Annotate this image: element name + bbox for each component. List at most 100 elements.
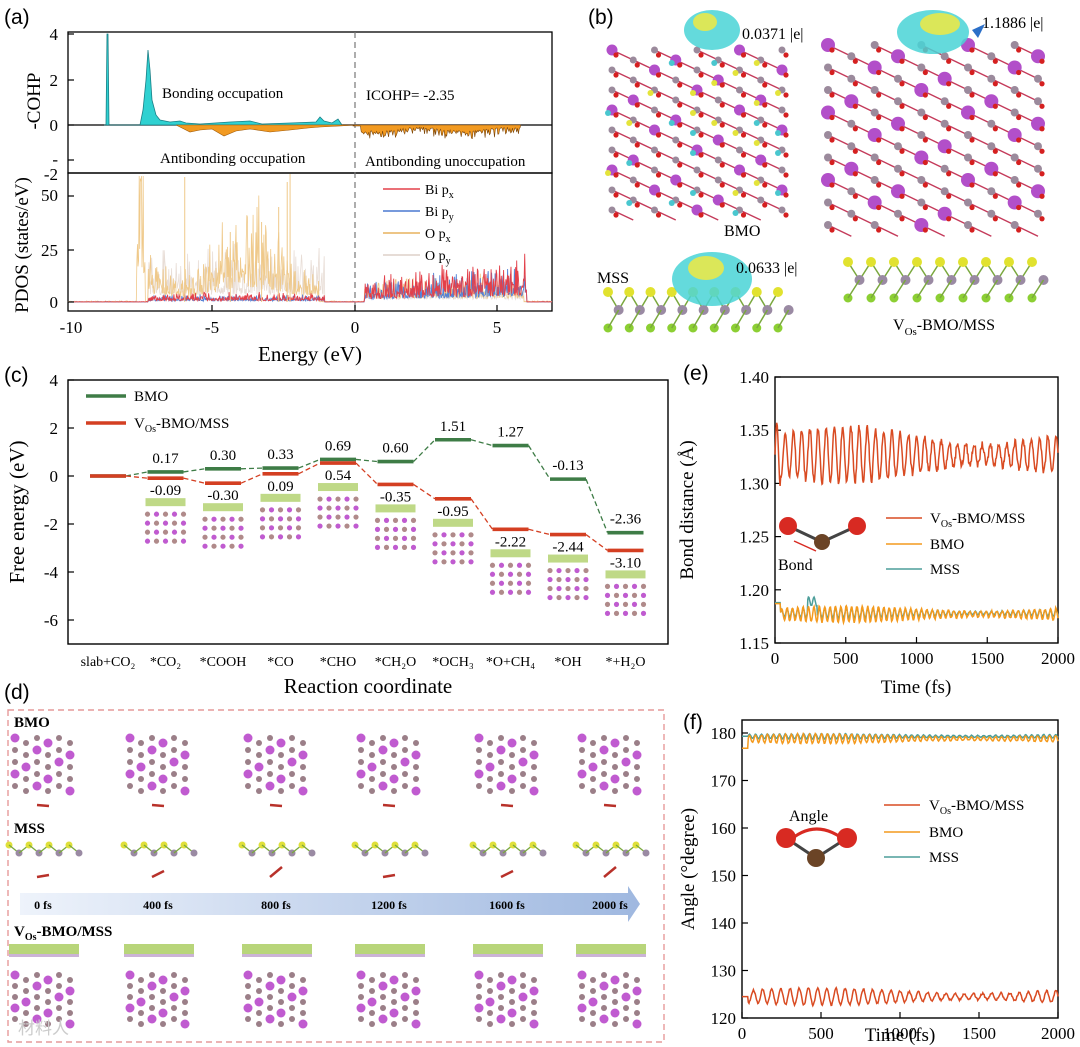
- atom: [640, 610, 647, 617]
- atom: [374, 526, 381, 533]
- atom: [876, 114, 882, 121]
- atom: [852, 58, 858, 64]
- legend-vos: VOs-BMO/MSS: [134, 416, 229, 435]
- atom: [432, 550, 438, 556]
- atom: [507, 975, 517, 985]
- atom: [677, 142, 683, 148]
- atom: [894, 209, 902, 218]
- atom: [940, 164, 949, 173]
- atom: [1016, 159, 1022, 166]
- atom: [56, 735, 62, 741]
- atom: [496, 1014, 506, 1024]
- atom: [220, 525, 226, 531]
- atom: [1010, 86, 1019, 94]
- atom: [866, 257, 876, 267]
- atom: [613, 152, 619, 158]
- atom: [180, 520, 187, 526]
- atom: [380, 994, 386, 1000]
- antibonding-unoccupation-label: Antibonding unoccupation: [365, 154, 526, 170]
- atom: [539, 849, 547, 857]
- atom: [1034, 142, 1042, 151]
- atom: [162, 520, 169, 526]
- atom: [268, 534, 275, 540]
- atom: [153, 520, 160, 526]
- atom: [623, 1005, 629, 1011]
- free-energy-connector: [125, 475, 148, 479]
- atom: [601, 994, 607, 1000]
- atom: [964, 221, 972, 229]
- atom: [634, 740, 640, 746]
- atom: [940, 52, 949, 61]
- atom: [565, 585, 571, 592]
- atom: [12, 759, 18, 765]
- atom: [410, 517, 417, 524]
- atom: [54, 992, 64, 1002]
- free-energy-value-label: 0.30: [210, 448, 236, 464]
- atom: [829, 92, 835, 98]
- atom: [277, 534, 284, 540]
- atom: [590, 740, 596, 746]
- atom: [579, 1016, 585, 1022]
- intermediate-slab: [433, 518, 473, 527]
- atom: [693, 46, 701, 54]
- atom: [171, 538, 178, 544]
- atom: [629, 176, 637, 184]
- cohp-ytick-0: 0: [50, 116, 59, 135]
- atom: [268, 507, 275, 513]
- atom: [987, 142, 996, 151]
- atom: [265, 745, 275, 755]
- atom: [610, 1008, 620, 1018]
- atom: [516, 562, 523, 568]
- mss-slab: [355, 944, 425, 954]
- atom: [43, 1008, 53, 1018]
- atom: [518, 757, 528, 767]
- atom: [127, 1016, 133, 1022]
- atom: [476, 983, 482, 989]
- free-energy-xtick: *COOH: [200, 655, 247, 670]
- atom: [964, 131, 972, 139]
- atom: [992, 148, 998, 154]
- intermediate-slab: [548, 554, 588, 563]
- atom: [672, 156, 680, 164]
- atom: [969, 182, 975, 188]
- atom: [243, 733, 253, 743]
- atom: [211, 525, 217, 531]
- atom: [719, 182, 725, 188]
- atom: [171, 783, 177, 789]
- atom: [1039, 58, 1045, 64]
- atom: [335, 514, 341, 520]
- atom: [631, 592, 638, 599]
- atom: [476, 759, 482, 765]
- atom: [127, 747, 133, 753]
- atom: [498, 589, 505, 595]
- atom: [125, 1003, 135, 1013]
- intermediate-slab: [145, 498, 186, 507]
- atom: [276, 774, 286, 784]
- atom: [946, 193, 952, 199]
- atom: [136, 997, 146, 1007]
- atom: [441, 559, 447, 565]
- atom: [693, 66, 701, 74]
- atom: [298, 786, 308, 796]
- atom: [847, 119, 856, 128]
- atom: [992, 193, 998, 199]
- atom: [824, 131, 832, 139]
- free-energy-ytick: 4: [50, 371, 59, 390]
- atom: [783, 112, 789, 118]
- atom: [202, 516, 208, 522]
- atom: [612, 752, 618, 758]
- label-vos-bmo-mss: VOs-BMO/MSS: [893, 317, 995, 338]
- atom: [613, 132, 619, 138]
- atom: [182, 999, 188, 1005]
- atom: [520, 735, 526, 741]
- atom: [940, 97, 949, 106]
- atom: [238, 525, 244, 531]
- free-energy-connector: [240, 473, 263, 484]
- atom: [525, 562, 532, 568]
- atom: [149, 994, 155, 1000]
- atom: [520, 783, 526, 789]
- atom: [899, 103, 905, 109]
- atom: [599, 981, 609, 991]
- atom: [740, 212, 747, 218]
- atom: [374, 544, 381, 551]
